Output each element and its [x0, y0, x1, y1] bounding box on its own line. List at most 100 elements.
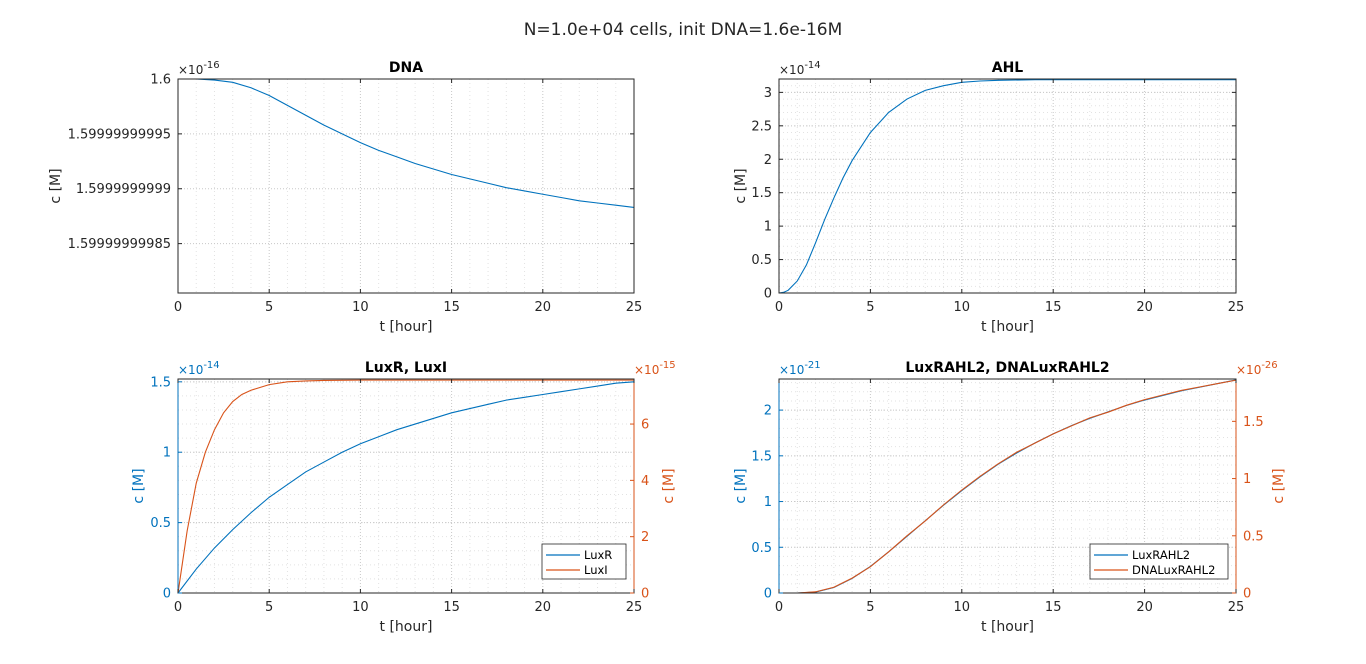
- x-tick-label: 0: [775, 300, 783, 315]
- x-tick-label: 25: [626, 300, 643, 315]
- y-tick-label: 1.5: [150, 375, 171, 390]
- y-right-tick-label: 2: [641, 530, 649, 545]
- x-tick-label: 5: [265, 300, 273, 315]
- x-tick-label: 25: [1228, 300, 1245, 315]
- y-tick-label: 1.59999999985: [68, 237, 171, 252]
- y-axis-label: c [M]: [733, 468, 749, 503]
- series-line-ahl: [778, 79, 1236, 294]
- x-tick-label: 0: [174, 600, 182, 615]
- x-tick-label: 25: [626, 600, 643, 615]
- x-tick-label: 15: [443, 600, 460, 615]
- y-exponent-value: -16: [203, 60, 219, 71]
- y-right-exponent-value: -26: [1261, 360, 1277, 371]
- y-tick-label: 1.59999999995: [68, 127, 171, 142]
- series-line-luxr: [177, 381, 635, 594]
- y-right-axis-label: c [M]: [1271, 468, 1287, 503]
- legend-label: LuxRAHL2: [1132, 548, 1190, 562]
- y-exponent-value: -14: [203, 360, 219, 371]
- y-tick-label: 1.6: [150, 73, 171, 88]
- y-axis-label: c [M]: [131, 468, 147, 503]
- chart-title: LuxRAHL2, DNALuxRAHL2: [905, 360, 1109, 376]
- chart-title: DNA: [389, 60, 423, 76]
- x-tick-label: 0: [775, 600, 783, 615]
- legend-box: [541, 543, 627, 580]
- x-tick-label: 10: [352, 600, 369, 615]
- y-tick-label: 2.5: [751, 119, 772, 134]
- x-axis-label: t [hour]: [981, 619, 1034, 635]
- legend-label: LuxI: [584, 563, 608, 577]
- x-tick-label: 10: [954, 600, 971, 615]
- y-tick-label: 1.5: [751, 186, 772, 201]
- x-tick-label: 20: [535, 300, 552, 315]
- y-right-tick-label: 4: [641, 474, 649, 489]
- x-tick-label: 20: [535, 600, 552, 615]
- y-tick-label: 1: [764, 220, 772, 235]
- y-right-tick-label: 1: [1243, 472, 1251, 487]
- y-tick-label: 0: [163, 587, 171, 602]
- y-tick-label: 1: [163, 446, 171, 461]
- y-exponent-value: -14: [804, 60, 820, 71]
- y-exponent-value: -21: [804, 360, 820, 371]
- y-right-exponent-value: -15: [659, 360, 675, 371]
- x-tick-label: 20: [1136, 300, 1153, 315]
- x-tick-label: 5: [866, 600, 874, 615]
- chart-panel-ahl: 0 5 10 15 20 25 0 0.5 1 1.5 2 2.5 3 ×10-14 AHL t [hour]…: [733, 60, 1244, 335]
- series-line-dna: [178, 78, 635, 208]
- x-tick-label: 5: [866, 300, 874, 315]
- y-axis-label: c [M]: [48, 168, 64, 203]
- figure-title: N=1.0e+04 cells, init DNA=1.6e-16M: [523, 20, 843, 40]
- y-tick-label: 0: [764, 287, 772, 302]
- x-tick-label: 15: [1045, 600, 1062, 615]
- chart-title: LuxR, LuxI: [365, 360, 447, 376]
- y-right-axis-label: c [M]: [661, 468, 677, 503]
- x-axis-label: t [hour]: [981, 319, 1034, 335]
- series-line-dnaluxrahl2: [779, 379, 1237, 594]
- chart-title: AHL: [992, 60, 1024, 76]
- x-tick-label: 20: [1136, 600, 1153, 615]
- y-exponent-label: ×10-21: [779, 360, 821, 377]
- axes-box: [177, 78, 635, 294]
- y-exponent-label: ×10-14: [178, 360, 220, 377]
- x-axis-label: t [hour]: [380, 619, 433, 635]
- y-right-tick-label: 1.5: [1243, 415, 1264, 430]
- y-right-tick-label: 0: [1243, 587, 1251, 602]
- y-axis-label: c [M]: [733, 168, 749, 203]
- y-tick-label: 1: [764, 495, 772, 510]
- chart-panel-dna: 0 5 10 15 20 25 1.59999999985 1.5999999999 1.599…: [48, 60, 642, 335]
- y-tick-label: 0.5: [751, 253, 772, 268]
- x-tick-label: 10: [954, 300, 971, 315]
- y-right-tick-label: 0.5: [1243, 529, 1264, 544]
- x-tick-label: 0: [174, 300, 182, 315]
- x-tick-label: 5: [265, 600, 273, 615]
- y-exponent-label: ×10-16: [178, 60, 220, 77]
- x-tick-label: 15: [1045, 300, 1062, 315]
- grid-lines: [778, 79, 1237, 294]
- y-exponent-label: ×10-14: [779, 60, 821, 77]
- legend-label: DNALuxRAHL2: [1132, 563, 1215, 577]
- axes-box: [778, 78, 1237, 294]
- y-tick-label: 1.5: [751, 449, 772, 464]
- legend-label: LuxR: [584, 548, 612, 562]
- legend-box: [1089, 543, 1229, 580]
- y-right-tick-label: 0: [641, 587, 649, 602]
- y-tick-label: 0.5: [751, 541, 772, 556]
- x-axis-label: t [hour]: [380, 319, 433, 335]
- y-right-exponent-label: ×10-15: [634, 360, 676, 377]
- y-tick-label: 3: [764, 86, 772, 101]
- plot-area: [178, 79, 634, 293]
- y-tick-label: 2: [764, 153, 772, 168]
- y-right-exponent-label: ×10-26: [1236, 360, 1278, 377]
- x-tick-label: 10: [352, 300, 369, 315]
- x-tick-label: 15: [443, 300, 460, 315]
- y-right-tick-label: 6: [641, 418, 649, 433]
- y-tick-label: 0: [764, 587, 772, 602]
- series-line-luxi: [177, 379, 634, 594]
- y-tick-label: 2: [764, 404, 772, 419]
- x-tick-label: 25: [1228, 600, 1245, 615]
- y-tick-label: 1.5999999999: [76, 182, 171, 197]
